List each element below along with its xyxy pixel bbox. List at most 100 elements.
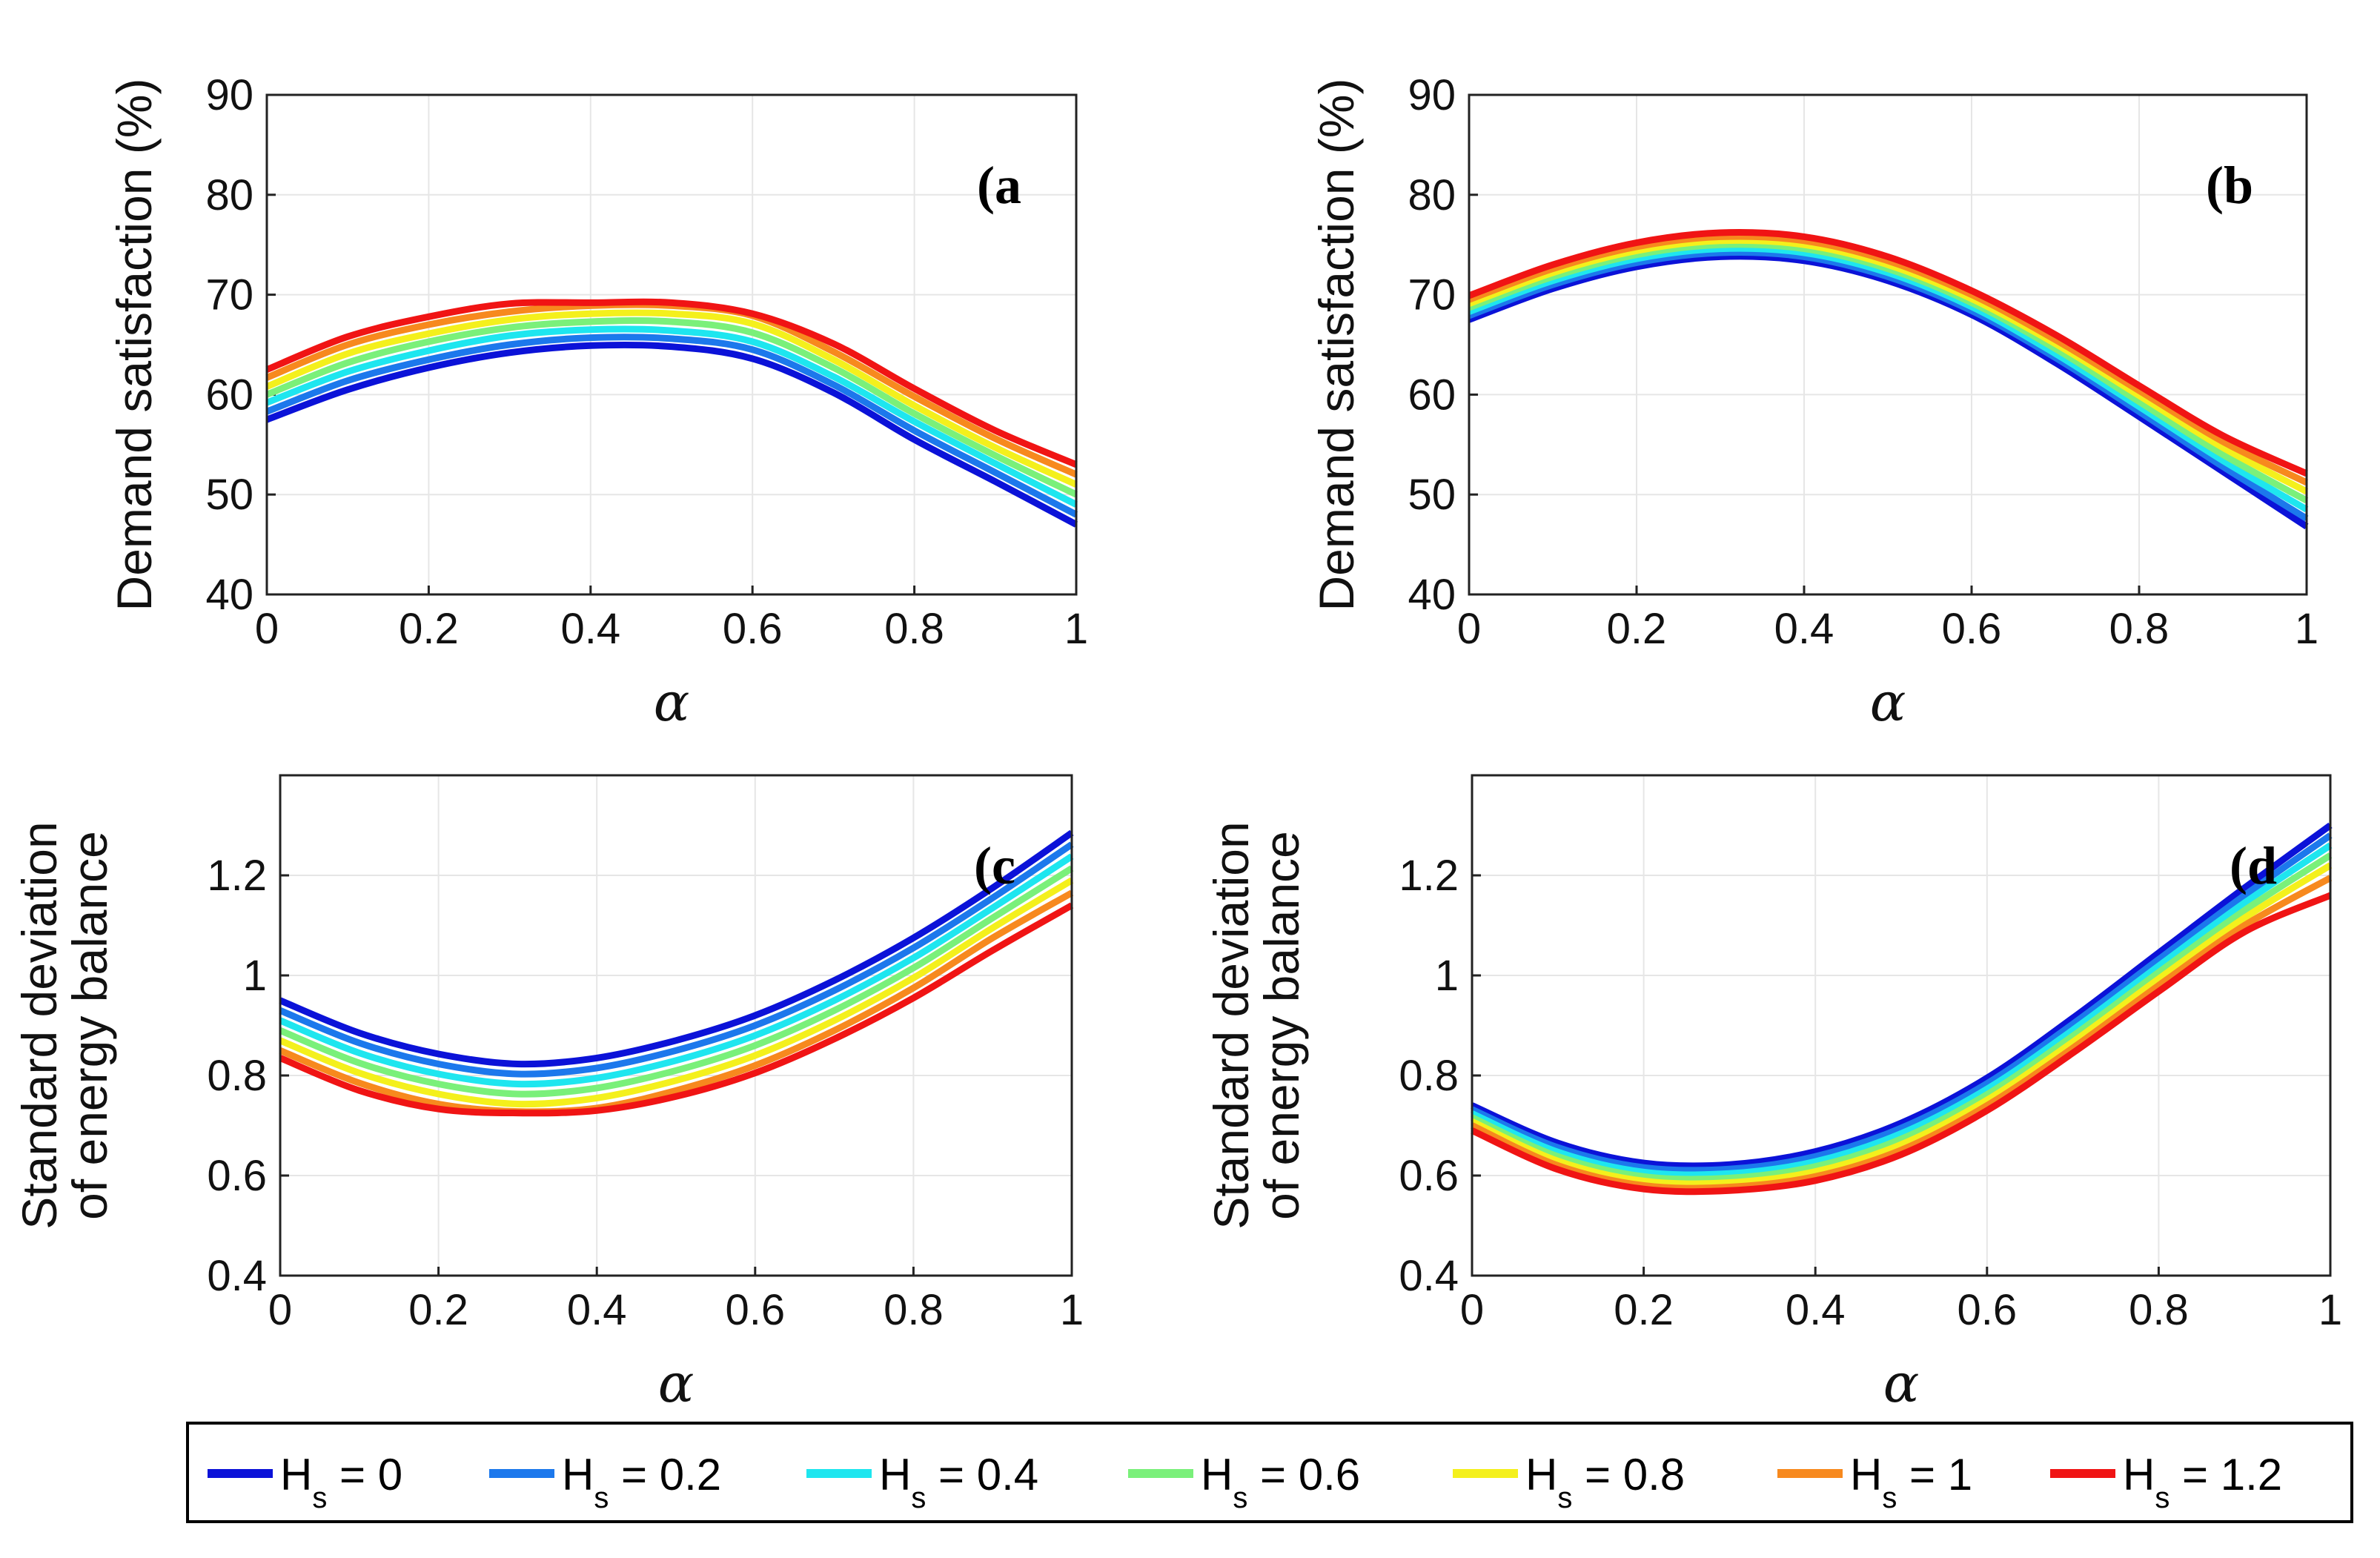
x-tick-label: 0.4 [567,1286,627,1334]
series-line-6 [279,902,1074,1117]
legend-label: Hs = 0.8 [1525,1450,1685,1514]
legend-item: Hs = 0.6 [1128,1450,1360,1514]
panel-d: 0 0.2 0.4 0.6 0.8 1 0.4 0.6 0.8 1 1.2 (d α Standard d… [1204,774,2342,1414]
y-tick-label: 1 [243,952,267,1000]
y-axis-label: Standard deviation [1204,821,1259,1229]
series-line-1 [265,334,1078,518]
x-tick-label: 0 [1460,1286,1484,1334]
legend-box [186,1422,2353,1523]
y-tick-label: 40 [205,571,253,619]
y-axis-label: of energy balance [62,831,117,1220]
panel-label: (a [977,156,1021,215]
x-tick-label: 1 [1064,605,1088,653]
panel-label: (d [2230,836,2277,895]
axes-frame [1468,93,2308,596]
series-line-1 [279,841,1074,1078]
axes-frame [279,774,1073,1277]
series-line-6 [1471,892,2332,1196]
y-tick-label: 50 [205,471,253,519]
panel-label: (b [2206,156,2253,215]
legend-item: Hs = 0.4 [806,1450,1038,1514]
series-line-4 [1471,862,2333,1187]
axes-frame [265,93,1078,596]
y-tick-label: 90 [205,71,253,119]
x-tick-label: 0.6 [1957,1286,2017,1334]
plot-area [1469,95,2307,594]
y-axis-label: of energy balance [1254,831,1309,1220]
legend-label: Hs = 0.4 [879,1450,1038,1514]
plot-area [280,775,1072,1276]
y-axis-label: Standard deviation [12,821,67,1229]
x-tick-label: 0.2 [399,605,459,653]
y-tick-label: 0.6 [1399,1152,1459,1200]
x-tick-label: 0 [255,605,279,653]
y-tick-label: 80 [1408,171,1456,219]
axes-frame [1471,774,2332,1277]
panel-c: 0 0.2 0.4 0.6 0.8 1 0.4 0.6 0.8 1 1.2 (c α Standard d… [12,774,1084,1414]
y-tick-label: 1.2 [207,852,267,900]
x-tick-label: 0.8 [884,1286,944,1334]
series-line-5 [1471,875,2333,1192]
series-line-3 [1471,852,2333,1183]
y-tick-label: 80 [205,171,253,219]
series-line-4 [279,877,1074,1108]
series-line-0 [279,829,1074,1068]
y-tick-label: 0.8 [1399,1052,1459,1100]
series-line-1 [1471,832,2333,1174]
y-tick-label: 0.4 [1399,1252,1459,1300]
legend-item: Hs = 0.2 [489,1450,721,1514]
series-line-6 [1468,229,2308,477]
y-axis-label: Demand satisfaction (%) [1309,79,1364,611]
plot-area [1472,775,2330,1276]
x-tick-label: 0.4 [1786,1286,1846,1334]
panel-a: 0 0.2 0.4 0.6 0.8 1 40 50 60 70 80 90 (a α Demand sati… [107,71,1088,733]
legend-label: Hs = 1.2 [2123,1450,2282,1514]
x-tick-label: 0.8 [2109,605,2169,653]
series-line-0 [1471,822,2333,1170]
x-tick-label: 1 [2318,1286,2342,1334]
series-line-3 [279,865,1074,1098]
legend-item: Hs = 1 [1777,1450,1972,1514]
y-tick-label: 40 [1408,571,1456,619]
series-line-4 [1468,236,2309,495]
legend-label: Hs = 1 [1850,1450,1972,1514]
series-line-4 [265,309,1078,488]
x-tick-label: 0.2 [1614,1286,1674,1334]
x-tick-label: 0.2 [1607,605,1667,653]
x-tick-label: 0.6 [723,605,783,653]
x-tick-label: 0 [268,1286,292,1334]
x-tick-label: 0.2 [408,1286,468,1334]
y-tick-label: 50 [1408,471,1456,519]
panel-b: 0 0.2 0.4 0.6 0.8 1 40 50 60 70 80 90 (b α Demand sati… [1309,71,2318,733]
series-line-5 [279,889,1074,1116]
x-tick-label: 1 [2295,605,2318,653]
x-tick-label: 0.4 [1774,605,1834,653]
x-axis-label: α [1870,671,1906,733]
series-line-2 [265,325,1078,508]
series-line-2 [1471,842,2333,1179]
legend-item: Hs = 1.2 [2050,1450,2282,1514]
series-line-3 [265,317,1078,498]
y-tick-label: 70 [1408,271,1456,319]
series-line-0 [1468,253,2309,530]
series-line-0 [265,341,1078,528]
series-line-3 [1468,241,2309,504]
y-tick-label: 0.6 [207,1152,267,1200]
panel-label: (c [974,836,1015,895]
x-tick-label: 0.8 [884,605,944,653]
x-tick-label: 0.8 [2129,1286,2189,1334]
panels: 0 0.2 0.4 0.6 0.8 1 40 50 60 70 80 90 (a α Demand sati… [12,71,2342,1414]
legend: Hs = 0 Hs = 0.2 Hs = 0.4 Hs = 0.6 Hs = 0.8 Hs… [186,1422,2353,1523]
x-tick-label: 0.6 [725,1286,785,1334]
legend-item: Hs = 0 [208,1450,402,1514]
series-line-1 [1468,249,2309,522]
y-tick-label: 1.2 [1399,852,1459,900]
series-line-2 [1468,245,2309,513]
x-tick-label: 0.4 [560,605,620,653]
y-tick-label: 70 [205,271,253,319]
series-line-6 [265,298,1078,468]
legend-label: Hs = 0.6 [1201,1450,1360,1514]
x-tick-label: 1 [1060,1286,1084,1334]
series-line-2 [279,853,1074,1088]
